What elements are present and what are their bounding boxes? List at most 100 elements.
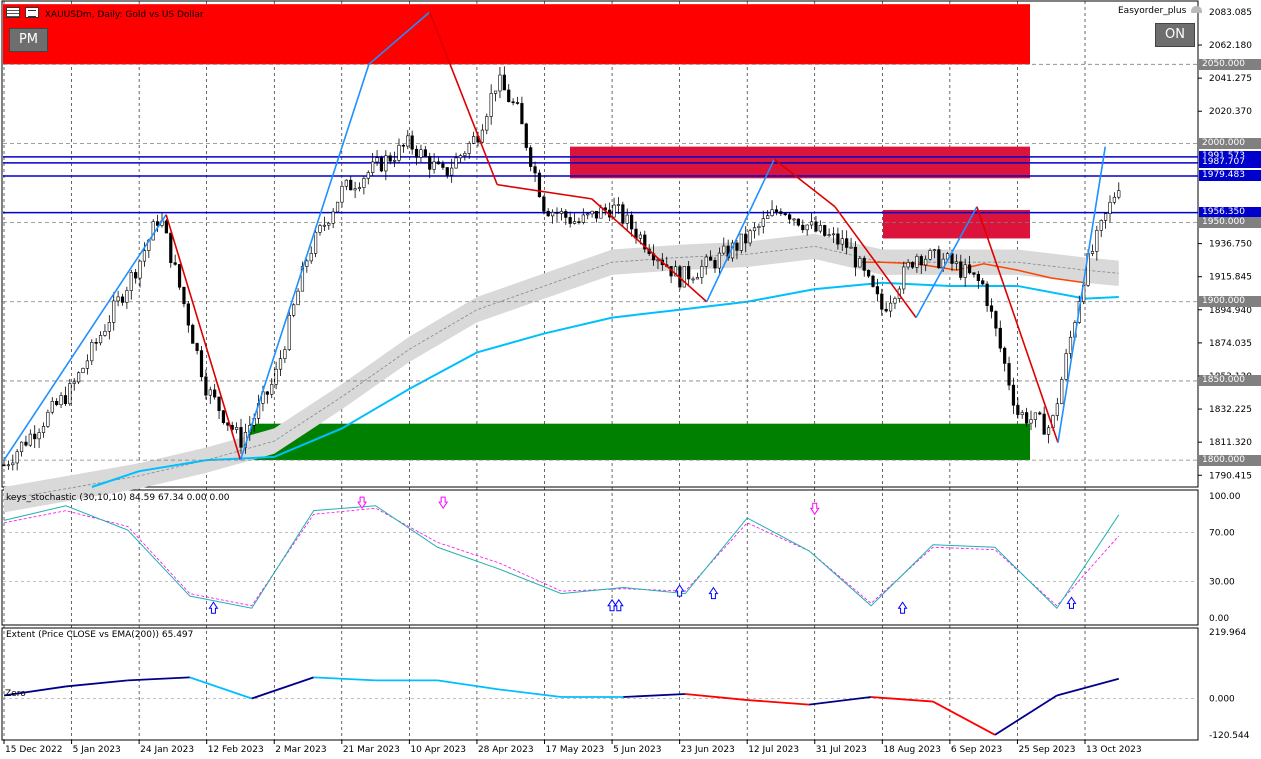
candle-body [1095, 230, 1099, 252]
candle-body [314, 232, 318, 254]
candle-body [24, 441, 28, 446]
candle-body [98, 335, 103, 344]
stochastic-down-arrow-icon [809, 502, 820, 516]
price-tick-label: 1832.225 [1209, 405, 1252, 415]
candle-body [50, 401, 54, 413]
candle-body [840, 238, 844, 245]
stochastic-panel[interactable] [1, 489, 1199, 626]
candle-body [270, 384, 274, 395]
zigzag-segment [497, 183, 592, 200]
candle-body [1108, 201, 1112, 214]
candle-body [191, 324, 195, 344]
candle-body [414, 148, 419, 158]
candle-body [687, 266, 691, 280]
price-box: 1979.483 [1199, 170, 1261, 182]
stochastic-axis: 100.00 70.00 30.00 0.00 [1209, 492, 1241, 624]
candle-body [318, 225, 322, 233]
candle-body [643, 234, 647, 250]
ma-mid-line [3, 245, 1119, 501]
on-button[interactable]: ON [1155, 23, 1195, 47]
candle-body [428, 156, 432, 170]
extent-panel[interactable] [1, 627, 1199, 741]
time-axis: 15 Dec 2022 5 Jan 2023 24 Jan 2023 12 Feb 2… [3, 740, 1142, 755]
candle-body [15, 451, 19, 464]
candle-body [1025, 412, 1029, 424]
candle-body [568, 217, 572, 224]
candle-body [985, 283, 989, 307]
candle-body [81, 368, 85, 374]
candle-body [1064, 353, 1068, 380]
candle-body [1104, 213, 1108, 221]
main-panel[interactable] [1, 0, 1199, 488]
candle-body [880, 293, 884, 310]
candle-body [1099, 220, 1103, 231]
candle-body [630, 214, 634, 230]
candle-body [287, 314, 291, 350]
extent-segment [499, 688, 562, 698]
candle-body [397, 144, 401, 161]
candle-body [63, 395, 68, 405]
candle-body [335, 201, 340, 213]
candle-body [612, 204, 616, 218]
price-box: 2000.000 [1199, 137, 1261, 149]
candle-body [779, 211, 783, 214]
candle-body [401, 144, 405, 147]
candle-body [770, 209, 774, 217]
price-tick-label: 1811.320 [1209, 438, 1252, 448]
candle-body [458, 155, 463, 159]
stochastic-up-arrow-icon [613, 598, 624, 612]
candle-body [906, 262, 910, 268]
stochastic-main-line [3, 505, 1120, 610]
candle-body [384, 155, 388, 172]
candle-body [221, 410, 226, 423]
pm-button[interactable]: PM [9, 28, 48, 52]
candle-body [116, 296, 120, 302]
stochastic-lines [3, 496, 1198, 614]
zigzag-segment [3, 214, 167, 461]
zigzag-segment [915, 206, 978, 318]
time-tick-label: 5 Jan 2023 [73, 745, 121, 755]
extent-segment [870, 696, 934, 703]
chart-menu-icon-2[interactable] [24, 7, 39, 18]
stochastic-up-arrow-icon [1066, 596, 1077, 609]
stochastic-up-arrow-icon [607, 598, 617, 612]
candle-body [572, 221, 577, 224]
candle-body [472, 136, 476, 144]
candle-body [46, 411, 50, 427]
candle-body [498, 74, 502, 92]
stochastic-tick-label: 100.00 [1209, 492, 1241, 502]
candle-body [1090, 251, 1095, 254]
candle-body [1003, 347, 1007, 364]
hat-icon [1191, 6, 1203, 13]
chart-menu-icon[interactable] [6, 7, 20, 18]
candle-body [862, 258, 866, 271]
candle-body [309, 253, 313, 262]
candle-body [691, 278, 695, 281]
candle-body [1011, 384, 1016, 406]
zigzag-segment [165, 214, 242, 461]
price-box: 1950.000 [1199, 217, 1261, 229]
candle-body [186, 303, 190, 326]
time-tick-label: 23 Jun 2023 [681, 745, 735, 755]
ea-name: Easyorder_plus [1118, 6, 1203, 16]
candle-body [963, 264, 967, 278]
candle-body [858, 258, 862, 268]
extent-label: Extent (Price CLOSE vs EMA(200)) 65.497 [6, 630, 194, 640]
candle-body [722, 245, 726, 254]
candle-body [28, 433, 32, 446]
candle-body [774, 209, 779, 212]
candle-body [805, 224, 809, 231]
candle-body [695, 277, 700, 280]
candle-body [33, 433, 37, 440]
candle-body [937, 249, 941, 269]
candle-body [625, 214, 629, 224]
candle-body [551, 211, 555, 217]
candle-body [292, 304, 296, 316]
candle-body [524, 123, 528, 148]
candle-body [278, 358, 283, 370]
candle-body [173, 262, 177, 265]
candle-body [423, 149, 427, 157]
candle-body [989, 305, 994, 312]
price-tick-label: 2062.180 [1209, 41, 1252, 51]
